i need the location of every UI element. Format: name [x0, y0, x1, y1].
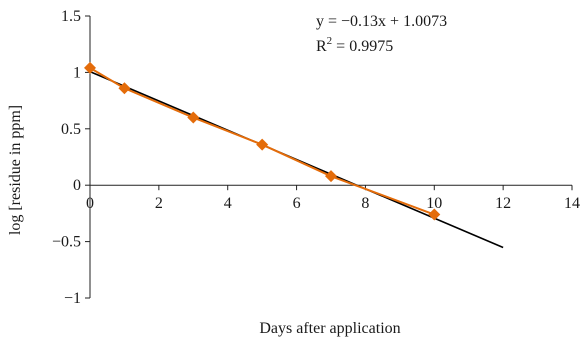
data-point — [428, 208, 441, 221]
axes: 0 2 4 6 8 10 12 14 1.5 1 0.5 0 −0.5 −1 — [52, 8, 580, 307]
trendline-equation: y = −0.13x + 1.0073 — [316, 13, 447, 30]
x-axis-title: Days after application — [259, 320, 400, 337]
data-point — [187, 111, 200, 124]
data-point — [118, 82, 131, 95]
x-tick-label: 8 — [361, 195, 369, 212]
x-tick-label: 0 — [86, 195, 94, 212]
x-tick-label: 2 — [155, 195, 163, 212]
data-point — [84, 61, 96, 74]
r-squared-value: = 0.9975 — [332, 38, 393, 55]
y-tick-label: −1 — [64, 290, 81, 307]
r-squared-label: R2 = 0.9975 — [316, 35, 393, 55]
x-tick-label: 6 — [293, 195, 301, 212]
y-tick-label: 0 — [73, 177, 81, 194]
r-squared-prefix: R — [316, 38, 327, 55]
y-tick-label: 0.5 — [61, 121, 81, 138]
series-line — [89, 67, 435, 216]
y-axis-title: log [residue in ppm] — [7, 105, 24, 235]
series-group — [84, 61, 441, 221]
data-point — [325, 170, 337, 183]
x-tick-label: 4 — [224, 195, 232, 212]
r-squared-superscript: 2 — [327, 35, 333, 47]
y-tick-label: 1.5 — [61, 8, 81, 25]
y-tick-label: −0.5 — [52, 234, 81, 251]
y-axis-title-group: log [residue in ppm] — [7, 105, 24, 235]
data-point — [256, 138, 269, 151]
x-tick-label: 10 — [426, 195, 442, 212]
y-tick-label: 1 — [73, 64, 81, 81]
x-tick-label: 12 — [495, 195, 511, 212]
x-tick-label: 14 — [564, 195, 580, 212]
